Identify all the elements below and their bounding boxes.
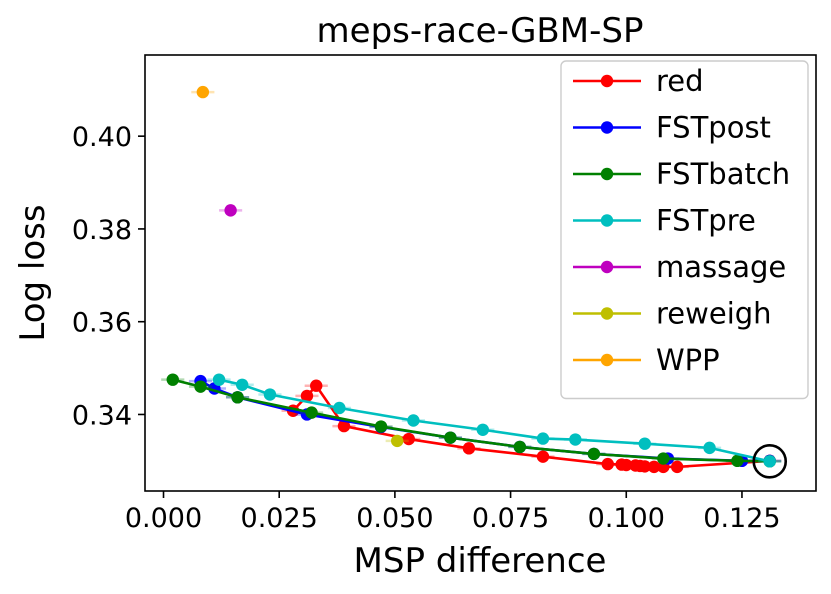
legend-label-fstpre: FSTpre — [656, 204, 756, 238]
legend-item-fstbatch: FSTbatch — [573, 157, 790, 191]
data-point-red — [615, 458, 628, 471]
x-tick-label: 0.075 — [472, 503, 549, 534]
series-fstpre — [207, 373, 782, 468]
data-point-red — [601, 457, 614, 471]
data-point-red — [337, 419, 351, 433]
data-point-fstbatch — [194, 380, 207, 393]
y-axis-label: Log loss — [13, 204, 53, 341]
legend-marker-red — [600, 74, 614, 88]
data-point-fstbatch — [444, 431, 457, 444]
series-wpp — [191, 85, 215, 99]
data-point-fstpre — [638, 437, 651, 450]
legend-marker-fstbatch — [600, 167, 614, 181]
legend-label-red: red — [656, 64, 704, 98]
legend-item-red: red — [573, 64, 704, 98]
x-tick-label: 0.125 — [703, 503, 780, 534]
data-point-fstpre — [212, 373, 226, 386]
plot-frame — [144, 54, 817, 492]
legend-label-massage: massage — [656, 250, 786, 284]
y-tick-label: 0.40 — [72, 122, 132, 153]
data-point-fstbatch — [374, 420, 388, 433]
data-point-fstpre — [235, 378, 249, 391]
legend-item-fstpost: FSTpost — [573, 111, 771, 145]
data-point-red — [670, 460, 684, 474]
x-axis-label: MSP difference — [354, 541, 607, 581]
data-point-red — [462, 442, 476, 455]
data-point-red — [402, 432, 415, 446]
plot-content — [161, 85, 788, 479]
legend: red FSTpost FSTbatch FSTpre massage reweigh WP… — [560, 60, 809, 400]
x-tick-label: 0.100 — [588, 503, 665, 534]
data-point-red — [629, 459, 642, 472]
legend-label-reweigh: reweigh — [656, 297, 772, 331]
legend-label-fstpost: FSTpost — [656, 111, 771, 145]
legend-marker-fstpost — [600, 121, 614, 134]
x-tick-label: 0.050 — [356, 503, 433, 534]
data-point-wpp — [196, 85, 210, 99]
legend-marker-massage — [600, 260, 614, 274]
series-fstbatch — [161, 373, 782, 468]
data-point-fstpre — [263, 388, 277, 401]
series-reweigh — [385, 434, 409, 448]
legend-item-wpp: WPP — [573, 343, 720, 377]
data-point-fstbatch — [587, 447, 601, 461]
data-point-red — [536, 450, 550, 463]
data-point-fstpre — [476, 423, 490, 436]
data-point-fstbatch — [657, 452, 670, 465]
data-point-red — [310, 379, 323, 392]
chart-title: meps-race-GBM-SP — [317, 11, 644, 51]
legend-marker-wpp — [600, 353, 614, 367]
y-axis: 0.34 0.36 0.38 0.40 — [72, 122, 145, 431]
data-point-fstbatch — [731, 454, 744, 468]
legend-label-wpp: WPP — [656, 343, 720, 377]
data-point-fstpre — [569, 433, 582, 446]
y-tick-label: 0.36 — [72, 308, 132, 339]
data-point-fstpre — [407, 414, 420, 427]
x-tick-label: 0.025 — [241, 503, 318, 534]
x-tick-label: 0.000 — [125, 503, 202, 534]
data-point-fstpre — [703, 441, 716, 455]
data-point-red — [647, 460, 661, 474]
data-point-fstbatch — [166, 373, 179, 386]
legend-item-massage: massage — [573, 250, 786, 284]
highlight-circle — [752, 444, 788, 479]
legend-marker-reweigh — [600, 307, 614, 320]
series-massage — [219, 204, 243, 217]
y-tick-label: 0.34 — [72, 400, 132, 431]
data-point-fstpre — [333, 401, 346, 415]
legend-item-fstpre: FSTpre — [573, 204, 756, 238]
data-point-fstpre — [763, 455, 776, 468]
data-point-fstbatch — [231, 391, 244, 404]
data-point-red — [300, 389, 314, 403]
data-point-massage — [224, 204, 237, 217]
legend-marker-fstpre — [600, 214, 614, 227]
data-point-fstbatch — [513, 440, 527, 454]
legend-label-fstbatch: FSTbatch — [656, 157, 790, 191]
data-point-fstpre — [536, 432, 550, 445]
legend-item-reweigh: reweigh — [573, 297, 772, 331]
data-point-reweigh — [391, 434, 404, 448]
x-axis: 0.000 0.025 0.050 0.075 0.100 0.125 — [125, 491, 781, 534]
y-tick-label: 0.38 — [72, 215, 132, 246]
data-point-fstbatch — [305, 406, 318, 419]
